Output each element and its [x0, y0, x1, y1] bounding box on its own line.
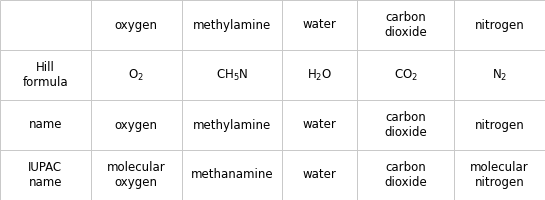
Text: water: water — [302, 168, 336, 182]
Text: IUPAC
name: IUPAC name — [28, 161, 63, 189]
Text: methylamine: methylamine — [192, 118, 271, 132]
Text: nitrogen: nitrogen — [475, 118, 524, 132]
Text: nitrogen: nitrogen — [475, 19, 524, 31]
Text: molecular
nitrogen: molecular nitrogen — [470, 161, 529, 189]
Text: oxygen: oxygen — [115, 118, 158, 132]
Text: oxygen: oxygen — [115, 19, 158, 31]
Text: carbon
dioxide: carbon dioxide — [384, 161, 427, 189]
Text: methanamine: methanamine — [190, 168, 273, 182]
Text: name: name — [29, 118, 62, 132]
Text: Hill
formula: Hill formula — [22, 61, 68, 89]
Text: carbon
dioxide: carbon dioxide — [384, 11, 427, 39]
Text: $\mathregular{H_2O}$: $\mathregular{H_2O}$ — [307, 67, 332, 83]
Text: $\mathregular{CH_5N}$: $\mathregular{CH_5N}$ — [216, 67, 248, 83]
Text: carbon
dioxide: carbon dioxide — [384, 111, 427, 139]
Text: water: water — [302, 118, 336, 132]
Text: molecular
oxygen: molecular oxygen — [107, 161, 166, 189]
Text: $\mathregular{O_2}$: $\mathregular{O_2}$ — [128, 67, 144, 83]
Text: $\mathregular{CO_2}$: $\mathregular{CO_2}$ — [393, 67, 417, 83]
Text: methylamine: methylamine — [192, 19, 271, 31]
Text: $\mathregular{N_2}$: $\mathregular{N_2}$ — [492, 67, 507, 83]
Text: water: water — [302, 19, 336, 31]
